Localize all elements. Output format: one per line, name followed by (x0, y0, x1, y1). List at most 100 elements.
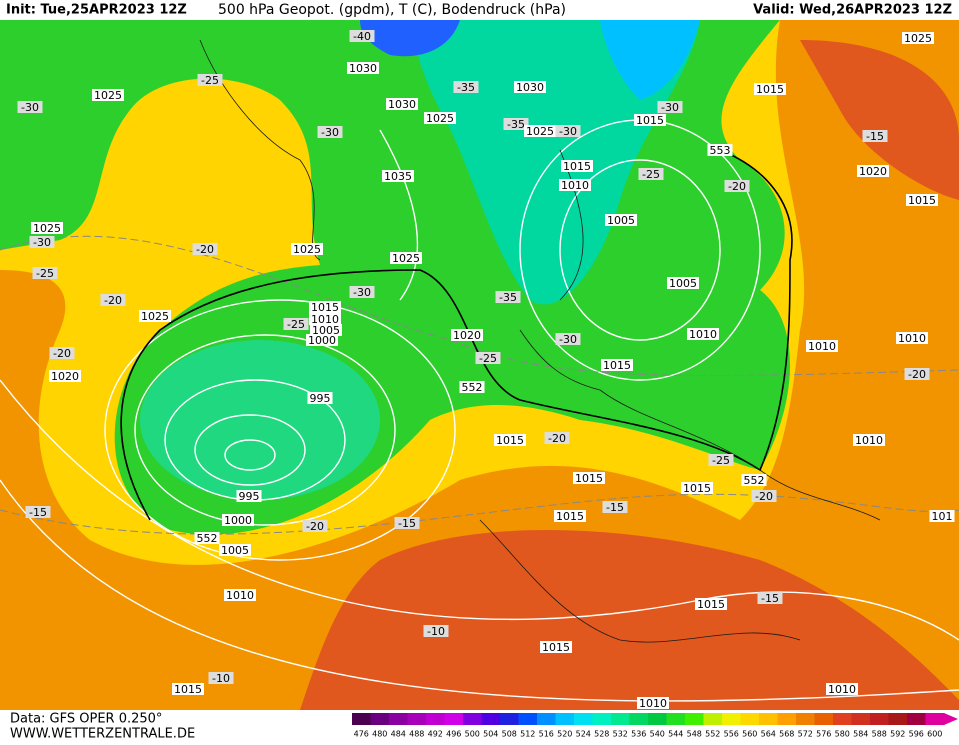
scale-swatch (703, 713, 723, 725)
scale-swatch (407, 713, 427, 725)
scale-label: 544 (668, 730, 683, 739)
label-box (222, 514, 254, 526)
scale-swatch (796, 713, 815, 725)
init-time: Init: Tue,25APR2023 12Z (6, 3, 187, 18)
scale-swatch (685, 713, 704, 725)
map-label: 1015 (756, 83, 784, 96)
scale-label: 580 (835, 730, 850, 739)
scale-swatch (759, 713, 778, 725)
scale-label: 568 (779, 730, 794, 739)
label-box (494, 434, 526, 446)
label-box (49, 347, 75, 359)
map-label: 1015 (496, 434, 524, 447)
label-box (92, 89, 124, 101)
map-label: -30 (353, 286, 371, 299)
scale-swatch (352, 713, 371, 725)
scale-label: 576 (816, 730, 831, 739)
label-box (634, 114, 666, 126)
map-label: -35 (457, 81, 475, 94)
map-label: 995 (310, 392, 331, 405)
label-box (638, 168, 664, 180)
map-label: 1015 (563, 160, 591, 173)
scale-swatch (648, 713, 667, 725)
label-box (601, 359, 633, 371)
map-label: 1010 (639, 697, 667, 710)
scale-swatch (740, 713, 760, 725)
label-box (194, 532, 220, 544)
label-box (236, 490, 262, 502)
scale-swatch (870, 713, 889, 725)
scale-swatch (555, 713, 575, 725)
map-label: 1010 (898, 332, 926, 345)
map-label: 1025 (426, 112, 454, 125)
data-source: Data: GFS OPER 0.250° (10, 712, 162, 727)
label-box (708, 454, 734, 466)
scale-label: 548 (687, 730, 702, 739)
label-box (382, 170, 414, 182)
label-box (386, 98, 418, 110)
map-label: 1010 (689, 328, 717, 341)
map-label: -15 (606, 501, 624, 514)
map-label: -15 (866, 130, 884, 143)
label-box (741, 474, 767, 486)
map-label: -20 (728, 180, 746, 193)
color-scale: 476 480 484 488 492 496 500 504 508 512 516 520 524 5… (338, 713, 958, 739)
label-box (172, 683, 204, 695)
scale-label: 504 (483, 730, 498, 739)
label-box (424, 112, 456, 124)
scale-swatch (888, 713, 908, 725)
scale-label: 496 (446, 730, 461, 739)
map-label: -30 (559, 125, 577, 138)
label-box (687, 328, 719, 340)
scale-arrow-high (944, 713, 958, 725)
map-label: 1015 (697, 598, 725, 611)
scale-swatch (907, 713, 926, 725)
label-box (302, 520, 328, 532)
map-label: 1015 (908, 194, 936, 207)
map-label: -40 (353, 30, 371, 43)
map-label: -25 (712, 454, 730, 467)
scale-label: 476 (354, 730, 369, 739)
scale-label: 560 (742, 730, 757, 739)
label-box (555, 125, 581, 137)
label-box (192, 243, 218, 255)
map-label: -15 (29, 506, 47, 519)
label-box (667, 277, 699, 289)
label-box (555, 333, 581, 345)
map-label: -30 (321, 126, 339, 139)
isotherms (0, 235, 959, 535)
map-label: 1000 (308, 334, 336, 347)
map-label: 1010 (311, 313, 339, 326)
map-label: 1005 (669, 277, 697, 290)
label-box (559, 179, 591, 191)
label-box (754, 83, 786, 95)
map-title: 500 hPa Geopot. (gpdm), T (C), Bodendruc… (218, 2, 566, 18)
label-box (514, 81, 546, 93)
map-label: 101 (932, 510, 953, 523)
label-box (453, 81, 479, 93)
scale-label: 552 (705, 730, 720, 739)
field-blue (600, 20, 700, 100)
scale-swatch (611, 713, 630, 725)
scale-label: 528 (594, 730, 609, 739)
map-label: 1015 (542, 641, 570, 654)
label-box (540, 641, 572, 653)
scale-swatch (463, 713, 482, 725)
scale-label: 524 (576, 730, 591, 739)
scale-label: 484 (391, 730, 406, 739)
scale-label: 600 (927, 730, 942, 739)
map-label: -30 (33, 236, 51, 249)
label-box (751, 490, 777, 502)
field-cyan (416, 20, 700, 305)
scale-swatch (777, 713, 797, 725)
map-label: 1015 (603, 359, 631, 372)
map-label: 1025 (33, 222, 61, 235)
map-label: 1005 (312, 324, 340, 337)
label-box (929, 510, 955, 522)
label-box (503, 118, 529, 130)
map-label: 553 (710, 144, 731, 157)
website: WWW.WETTERZENTRALE.DE (10, 727, 195, 742)
scale-swatch (389, 713, 408, 725)
scale-label: 520 (557, 730, 572, 739)
map-label: -20 (53, 347, 71, 360)
